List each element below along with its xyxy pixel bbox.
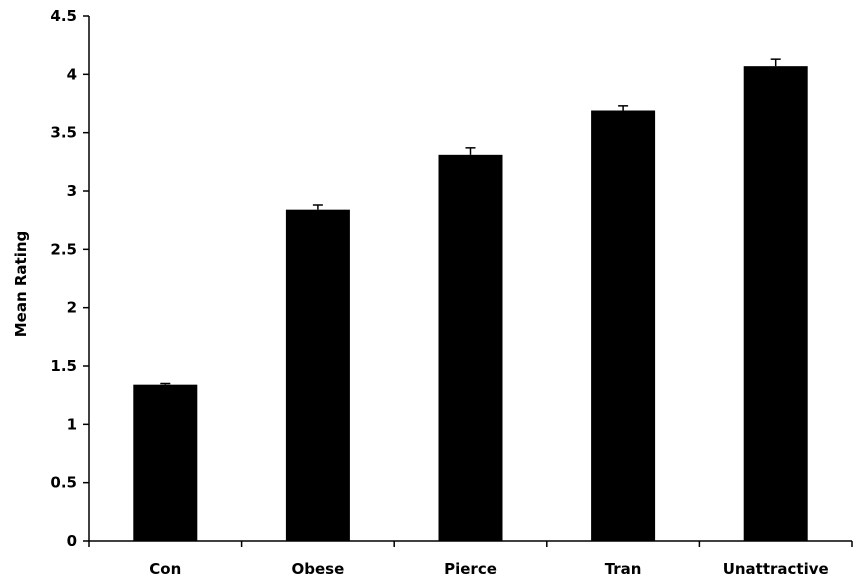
- y-tick-label: 0: [67, 532, 77, 550]
- x-tick-label: Con: [149, 560, 181, 577]
- x-tick-label: Tran: [605, 560, 642, 577]
- bar-tran: [591, 110, 656, 541]
- y-tick-label: 2: [67, 299, 77, 317]
- x-tick-label: Obese: [292, 560, 345, 577]
- y-tick-label: 1: [67, 415, 77, 433]
- y-tick-label: 4: [67, 65, 77, 83]
- y-tick-label: 3.5: [50, 124, 77, 142]
- bar-obese: [285, 209, 350, 541]
- y-tick-label: 4.5: [50, 7, 77, 25]
- y-tick-label: 0.5: [50, 474, 77, 492]
- bar-con: [133, 384, 198, 541]
- x-tick-label: Pierce: [444, 560, 497, 577]
- y-tick-label: 2.5: [50, 240, 77, 258]
- y-axis: 0 0.5 1 1.5 2 2.5 3 3.5 4 4.5: [50, 7, 90, 550]
- bars: [133, 58, 808, 542]
- bar-unattractive: [743, 66, 808, 542]
- x-axis: Con Obese Pierce Tran Unattractive: [88, 540, 853, 578]
- y-tick-label: 1.5: [50, 357, 77, 375]
- y-axis-title: Mean Rating: [12, 231, 30, 338]
- y-tick-label: 3: [67, 182, 77, 200]
- x-tick-label: Unattractive: [723, 560, 829, 577]
- bar-pierce: [438, 154, 503, 542]
